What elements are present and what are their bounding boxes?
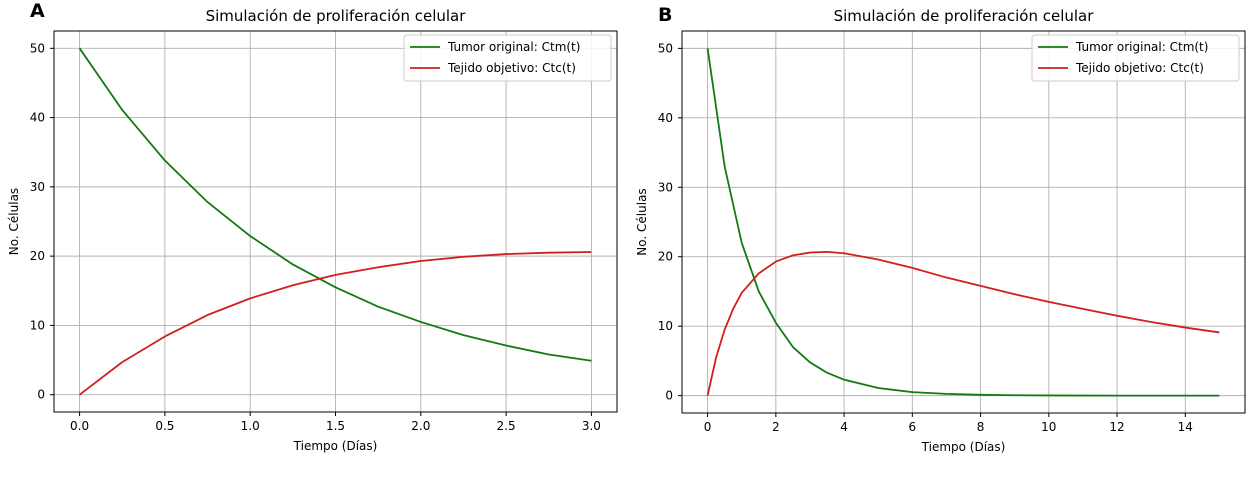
series-line-tejido-objetivo [706,250,1220,396]
series-line-tumor-original [706,48,1220,397]
legend-box [403,34,612,82]
x-tick-label: 2.0 [411,419,430,433]
x-tick-label: 1.0 [241,419,260,433]
legend-entry: Tejido objetivo: Ctc(t) [447,61,576,75]
chart-title: Simulación de proliferación celular [206,7,467,25]
legend: Tumor original: Ctm(t) Tejido objetivo: C… [1031,34,1240,82]
series-line-tumor-original [78,47,592,362]
legend-entry: Tejido objetivo: Ctc(t) [1075,61,1204,75]
panel-letter: A [30,0,45,22]
x-tick-label: 0.0 [70,419,89,433]
series-line-tejido-objetivo [79,251,592,396]
y-tick-label: 0 [37,388,45,402]
y-tick-label: 30 [658,180,673,194]
x-tick-label: 6 [908,420,916,434]
y-tick-label: 50 [30,41,45,55]
y-axis-title: No. Células [635,188,649,255]
y-tick-label: 10 [30,318,45,332]
x-tick-label: 4 [840,420,848,434]
x-tick-label: 3.0 [582,419,601,433]
x-tick-label: 8 [977,420,985,434]
y-tick-label: 50 [658,41,673,55]
x-axis-title: Tiempo (Días) [921,440,1006,454]
y-tick-label: 30 [30,180,45,194]
x-tick-label: 10 [1041,420,1056,434]
legend: Tumor original: Ctm(t) Tejido objetivo: C… [403,34,612,82]
panel-b: 0 2 4 6 8 10 12 14 0 10 20 30 40 50 Tiempo (Días) No. C… [635,4,1246,454]
x-tick-label: 1.5 [326,419,345,433]
y-tick-label: 20 [30,249,45,263]
legend-box [1031,34,1240,82]
legend-entry: Tumor original: Ctm(t) [447,40,580,54]
x-tick-label: 0 [704,420,712,434]
plot-frame [681,30,1246,414]
x-tick-label: 2 [772,420,780,434]
y-tick-label: 40 [658,111,673,125]
legend-entry: Tumor original: Ctm(t) [1075,40,1208,54]
x-axis-title: Tiempo (Días) [293,439,378,453]
x-tick-label: 12 [1109,420,1124,434]
x-tick-label: 2.5 [497,419,516,433]
chart-title: Simulación de proliferación celular [834,7,1095,25]
y-axis-title: No. Células [7,188,21,255]
y-tick-label: 40 [30,111,45,125]
x-tick-label: 0.5 [155,419,174,433]
y-tick-label: 0 [665,389,673,403]
x-tick-label: 14 [1178,420,1193,434]
y-tick-label: 20 [658,250,673,264]
panel-a: 0.0 0.5 1.0 1.5 2.0 2.5 3.0 0 10 20 30 40 50 Tiempo (… [7,0,618,453]
y-tick-label: 10 [658,319,673,333]
panel-letter: B [658,4,672,26]
